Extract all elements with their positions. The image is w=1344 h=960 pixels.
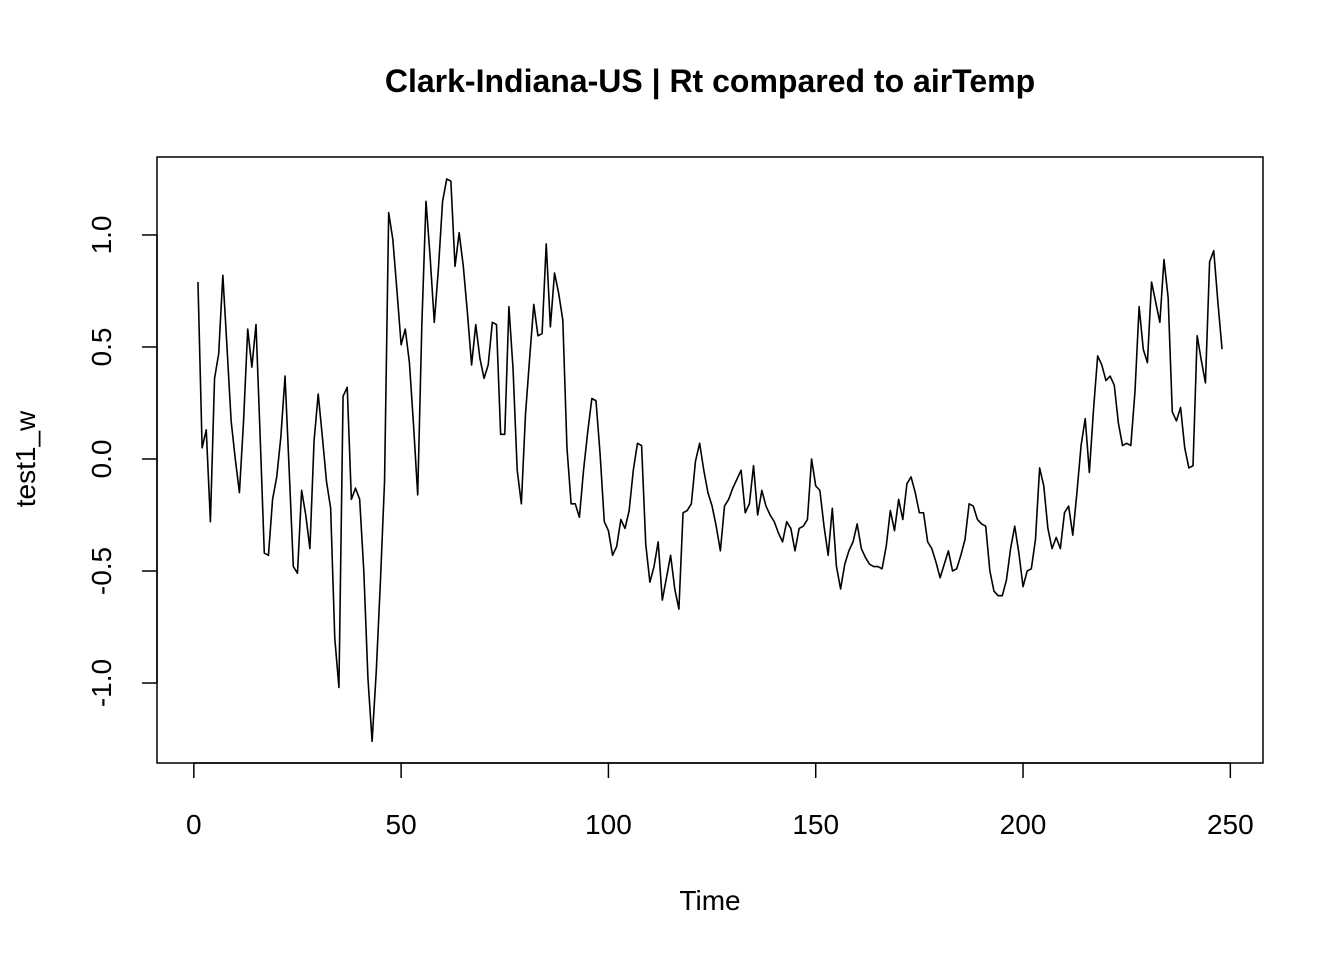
y-tick-label: 1.0	[86, 215, 117, 254]
x-tick-label: 0	[186, 809, 202, 840]
y-tick-label: -1.0	[86, 659, 117, 707]
y-tick-label: -0.5	[86, 547, 117, 595]
x-axis-label: Time	[679, 885, 740, 916]
y-axis-label: test1_w	[10, 410, 41, 507]
data-line	[197, 178, 1223, 743]
x-tick-label: 250	[1207, 809, 1254, 840]
x-tick-label: 150	[792, 809, 839, 840]
chart-title: Clark-Indiana-US | Rt compared to airTem…	[385, 63, 1035, 99]
y-tick-label: 0.0	[86, 440, 117, 479]
y-tick-label: 0.5	[86, 328, 117, 367]
x-tick-label: 50	[386, 809, 417, 840]
x-tick-label: 200	[1000, 809, 1047, 840]
x-tick-label: 100	[585, 809, 632, 840]
